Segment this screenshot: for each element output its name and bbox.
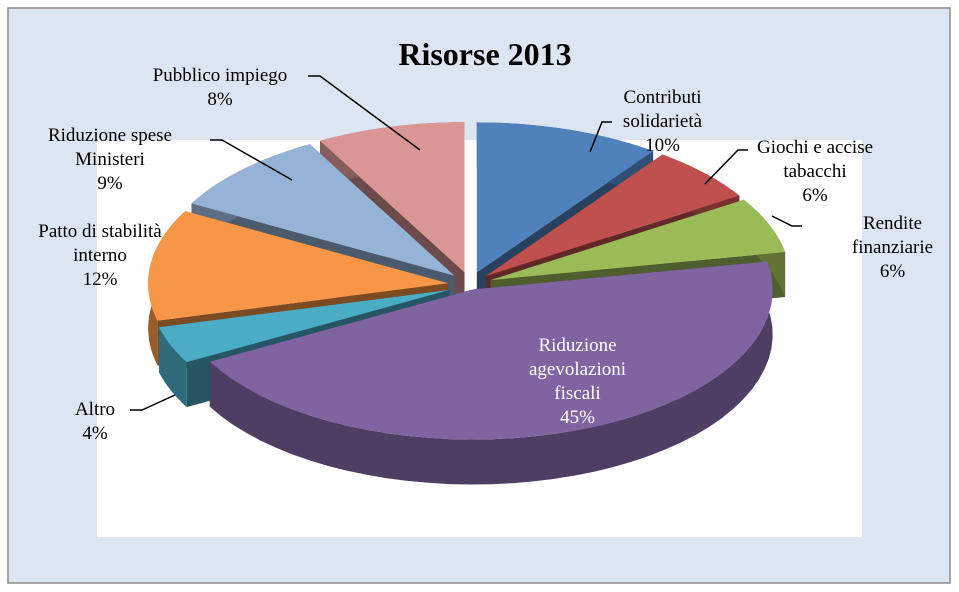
value-label: 10%: [645, 135, 680, 156]
slice: [159, 289, 450, 363]
slice-side: [159, 327, 187, 408]
data-label: Rendite finanziarie 6%: [825, 212, 959, 284]
value-label: 45%: [560, 407, 595, 428]
pie: [148, 122, 786, 485]
slice-side: [159, 289, 450, 373]
category-label: Contributi solidarietà: [622, 87, 703, 132]
value-label: 12%: [82, 269, 118, 290]
slice-side: [209, 261, 773, 485]
category-label: Riduzione spese Ministeri: [47, 125, 172, 170]
leader-line: [210, 139, 293, 181]
slice: [148, 211, 449, 321]
value-label: 8%: [207, 89, 233, 110]
category-label: Giochi e accise tabacchi: [756, 137, 874, 182]
value-label: 6%: [879, 261, 906, 282]
slice: [486, 154, 740, 276]
leader-line: [704, 149, 748, 185]
data-label: Riduzione agevolazioni fiscali 45%: [510, 334, 645, 430]
data-label: Patto di stabilità interno 12%: [15, 220, 185, 292]
category-label: Altro: [74, 399, 116, 420]
slice: [209, 261, 773, 440]
value-label: 6%: [802, 185, 828, 206]
leader-line: [308, 75, 421, 151]
category-label: Rendite finanziarie: [851, 213, 934, 258]
data-label: Pubblico impiego 8%: [120, 64, 320, 112]
category-label: Patto di stabilità interno: [38, 221, 162, 266]
category-label: Pubblico impiego: [152, 65, 288, 86]
slice: [476, 122, 654, 273]
value-label: 9%: [97, 173, 123, 194]
slice: [191, 144, 455, 276]
leader-line: [589, 121, 612, 153]
slice: [320, 122, 465, 273]
leader-line: [771, 215, 802, 227]
data-label: Giochi e accise tabacchi 6%: [745, 136, 885, 208]
value-label: 4%: [82, 423, 108, 444]
leader-line: [130, 394, 176, 411]
chart-title: Risorse 2013: [398, 36, 572, 72]
slice: [490, 199, 786, 281]
data-label: Riduzione spese Ministeri 9%: [30, 124, 190, 196]
category-label: Riduzione agevolazioni fiscali: [528, 335, 627, 404]
data-label: Contributi solidarietà 10%: [605, 86, 720, 158]
leader-lines: [130, 75, 802, 411]
data-label: Altro 4%: [55, 398, 135, 446]
